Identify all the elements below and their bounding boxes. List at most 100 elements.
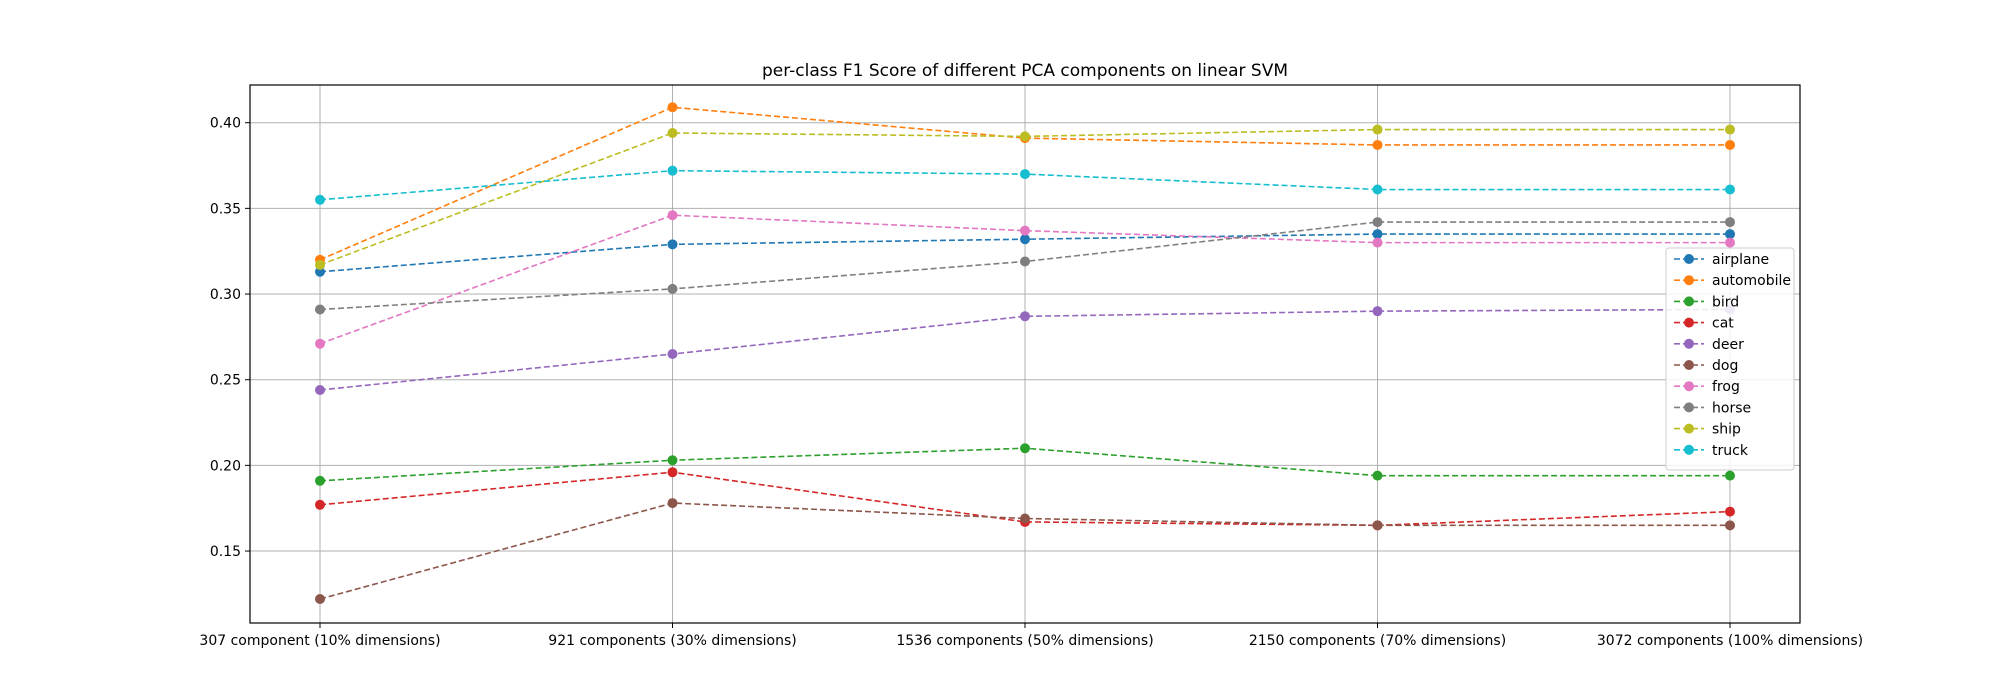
data-point-bird <box>1725 470 1735 481</box>
legend-marker <box>1684 381 1694 392</box>
data-point-airplane <box>667 239 678 250</box>
data-point-horse <box>1372 217 1383 228</box>
data-point-bird <box>315 475 325 486</box>
series-dog <box>315 498 1735 605</box>
data-point-airplane <box>1372 229 1383 240</box>
legend-marker <box>1684 317 1694 328</box>
legend-label: airplane <box>1712 252 1769 268</box>
data-point-deer <box>315 384 325 395</box>
legend-label: frog <box>1712 379 1740 395</box>
grid-layer <box>250 85 1800 623</box>
data-point-automobile <box>667 102 678 113</box>
data-point-dog <box>1020 513 1030 524</box>
data-point-bird <box>1372 470 1383 481</box>
legend-marker <box>1684 423 1694 434</box>
data-point-truck <box>315 194 325 205</box>
legend-label: truck <box>1712 443 1749 459</box>
data-point-cat <box>315 499 325 510</box>
data-point-horse <box>315 304 325 315</box>
data-point-horse <box>667 283 678 294</box>
legend-label: ship <box>1712 422 1741 438</box>
data-point-truck <box>1372 184 1383 195</box>
y-tick-label: 0.30 <box>210 287 241 303</box>
data-point-frog <box>1020 225 1030 236</box>
data-point-dog <box>315 594 325 605</box>
data-point-airplane <box>1020 234 1030 245</box>
data-point-airplane <box>315 266 325 277</box>
legend-item-deer: deer <box>1674 337 1744 353</box>
series-line-frog <box>319 214 1730 345</box>
data-point-dog <box>1725 520 1735 531</box>
series-airplane <box>315 229 1735 277</box>
series-bird <box>315 443 1735 486</box>
legend-marker <box>1684 296 1694 307</box>
legend-item-automobile: automobile <box>1674 273 1791 289</box>
data-point-automobile <box>1372 139 1383 150</box>
legend-marker <box>1684 444 1694 455</box>
legend-label: dog <box>1712 358 1738 374</box>
legend-label: cat <box>1712 316 1734 332</box>
x-tick-label: 921 components (30% dimensions) <box>548 633 796 649</box>
legend-box <box>1665 247 1795 471</box>
axis-layer: 307 component (10% dimensions) 921 compon… <box>199 116 1863 649</box>
data-point-dog <box>667 498 678 509</box>
data-point-frog <box>1372 237 1383 248</box>
legend-label: bird <box>1712 294 1739 310</box>
data-point-ship <box>315 259 325 270</box>
data-point-automobile <box>1725 139 1735 150</box>
legend-item-bird: bird <box>1674 294 1739 310</box>
x-tick-label: 3072 components (100% dimensions) <box>1597 633 1863 649</box>
data-point-ship <box>667 127 678 138</box>
series-line-ship <box>319 128 1730 266</box>
series-frog <box>315 210 1735 349</box>
legend-item-horse: horse <box>1674 400 1751 416</box>
series-ship <box>315 124 1735 270</box>
legend-item-dog: dog <box>1674 358 1738 374</box>
legend-item-airplane: airplane <box>1674 252 1769 268</box>
data-point-ship <box>1020 131 1030 142</box>
legend-marker <box>1684 338 1694 349</box>
series-line-cat <box>319 471 1731 527</box>
data-point-cat <box>1725 506 1735 517</box>
data-point-truck <box>1020 169 1030 180</box>
y-tick-label: 0.25 <box>210 373 241 389</box>
legend-item-truck: truck <box>1674 443 1749 459</box>
data-point-dog <box>1372 520 1383 531</box>
series-truck <box>315 165 1735 205</box>
legend-label: horse <box>1712 400 1751 416</box>
y-tick-label: 0.20 <box>210 458 241 474</box>
legend-item-frog: frog <box>1674 379 1740 395</box>
data-point-truck <box>1725 184 1735 195</box>
series-line-automobile <box>319 106 1730 261</box>
legend-item-ship: ship <box>1674 422 1741 438</box>
legend-label: deer <box>1712 337 1744 353</box>
y-tick-label: 0.40 <box>210 116 241 132</box>
legend-item-cat: cat <box>1674 316 1734 332</box>
data-point-frog <box>667 210 678 221</box>
series-horse <box>315 217 1735 315</box>
data-point-frog <box>1725 237 1735 248</box>
data-point-horse <box>1020 256 1030 267</box>
legend-marker <box>1684 254 1694 264</box>
chart-title: per-class F1 Score of different PCA comp… <box>762 61 1288 81</box>
data-point-ship <box>1725 124 1735 135</box>
y-tick-label: 0.35 <box>210 201 241 217</box>
data-point-ship <box>1372 124 1383 135</box>
legend-marker <box>1684 360 1694 370</box>
data-point-horse <box>1725 217 1735 228</box>
x-tick-label: 307 component (10% dimensions) <box>199 633 440 649</box>
series-layer <box>315 102 1735 605</box>
legend-marker <box>1684 402 1694 413</box>
legend-label: automobile <box>1712 273 1791 289</box>
data-point-frog <box>315 338 325 349</box>
data-point-deer <box>667 349 678 359</box>
data-point-bird <box>1020 443 1030 454</box>
data-point-deer <box>1372 306 1383 317</box>
data-point-airplane <box>1725 229 1735 240</box>
legend: airplane automobile bird cat deer dog frog hors… <box>1665 247 1795 471</box>
x-tick-label: 2150 components (70% dimensions) <box>1249 633 1506 649</box>
y-tick-label: 0.15 <box>210 544 241 560</box>
x-tick-label: 1536 components (50% dimensions) <box>896 633 1153 649</box>
series-line-dog <box>319 502 1730 600</box>
